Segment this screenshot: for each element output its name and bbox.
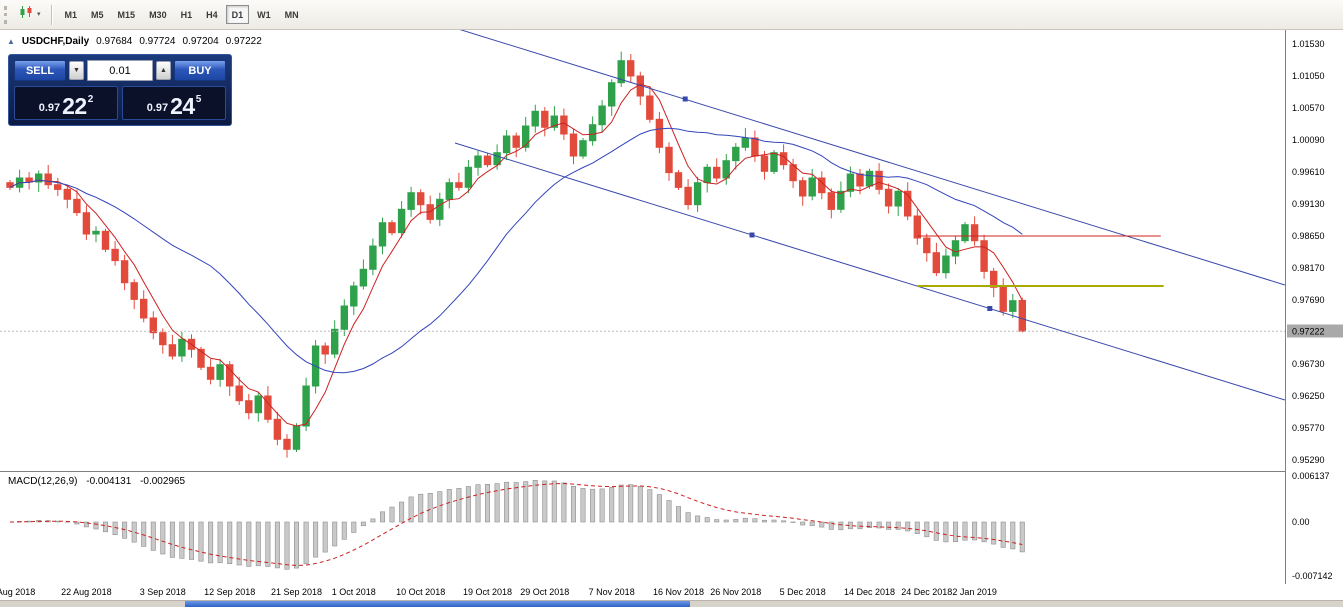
macd-signal-line: [9, 482, 1023, 566]
date-axis-label: 12 Sep 2018: [204, 587, 256, 597]
date-axis-label: 2 Jan 2019: [952, 587, 997, 597]
one-click-trading-panel: SELL ▼ ▲ BUY 0.97 22 2 0.97 24: [8, 54, 232, 126]
ma-22-line: [9, 127, 1023, 374]
volume-increase-button[interactable]: ▲: [156, 61, 171, 80]
scrollbar-thumb[interactable]: [185, 601, 690, 607]
date-axis-label: 3 Sep 2018: [139, 587, 186, 597]
price-chart-canvas[interactable]: [0, 30, 1343, 607]
timeframe-button-group: M1 M5 M15 M30 H1 H4 D1 W1 MN: [58, 5, 306, 24]
sell-button[interactable]: SELL: [14, 60, 66, 81]
toolbar: ▾ M1 M5 M15 M30 H1 H4 D1 W1 MN: [0, 0, 1343, 30]
price-axis-label: 0.96730: [1292, 359, 1325, 369]
price-axis-label: 0.99610: [1292, 167, 1325, 177]
trend-channel: [454, 30, 1285, 401]
date-axis-label: 21 Sep 2018: [270, 587, 323, 597]
timeframe-button-W1[interactable]: W1: [251, 5, 277, 24]
price-axis-label: 0.97690: [1292, 295, 1325, 305]
date-axis-label: 7 Nov 2018: [588, 587, 635, 597]
sell-price-prefix: 0.97: [38, 102, 61, 114]
macd-histogram: [17, 479, 1025, 570]
macd-axis-label: 0.00: [1292, 517, 1310, 527]
date-axis-label: 14 Dec 2018: [843, 587, 896, 597]
date-axis-label: 5 Dec 2018: [779, 587, 826, 597]
price-axis-label: 0.95290: [1292, 455, 1325, 465]
high-value: 0.97724: [139, 36, 176, 47]
price-axis-label: 0.98170: [1292, 263, 1325, 273]
buy-price-pip: 5: [195, 94, 202, 105]
timeframe-button-H1[interactable]: H1: [175, 5, 199, 24]
timeframe-button-H4[interactable]: H4: [200, 5, 224, 24]
buy-price-display[interactable]: 0.97 24 5: [122, 86, 226, 120]
chevron-down-icon: ▾: [37, 11, 41, 18]
date-axis-label: 26 Nov 2018: [710, 587, 762, 597]
horizontal-scrollbar: [0, 600, 1343, 607]
price-axis-label: 0.95770: [1292, 423, 1325, 433]
price-axis-label: 0.99130: [1292, 199, 1325, 209]
date-axis-label: 24 Dec 2018: [901, 587, 953, 597]
date-axis-label: 22 Aug 2018: [61, 587, 112, 597]
symbol-period-label: USDCHF,Daily: [21, 36, 90, 47]
toolbar-grip[interactable]: [4, 5, 10, 24]
macd-axis-label: -0.007142: [1292, 570, 1333, 581]
price-axis-label: 0.96250: [1292, 391, 1325, 401]
channel-handle: [749, 232, 755, 238]
channel-handle: [987, 306, 993, 311]
timeframe-button-MN[interactable]: MN: [279, 5, 305, 24]
date-axis-label: 19 Oct 2018: [462, 587, 513, 597]
candlestick-chart-icon: [19, 5, 34, 25]
date-axis-label: 10 Aug 2018: [0, 587, 36, 597]
macd-main-value: -0.004131: [86, 476, 132, 487]
sell-price-big: 22: [62, 93, 87, 119]
buy-price-prefix: 0.97: [146, 102, 169, 114]
price-axis-label: 1.00090: [1292, 135, 1325, 145]
candles-layer: [6, 51, 1026, 458]
timeframe-button-M30[interactable]: M30: [143, 5, 173, 24]
channel-handle: [682, 96, 688, 102]
current-price-badge: 0.97222: [1287, 324, 1343, 338]
macd-axis-label: 0.006137: [1292, 471, 1330, 481]
price-axis-label: 0.98650: [1292, 231, 1325, 241]
caret-down-icon: ▼: [73, 67, 80, 74]
low-value: 0.97204: [182, 36, 219, 47]
price-axis-label: 1.01050: [1292, 71, 1325, 81]
date-axis-label: 29 Oct 2018: [520, 587, 570, 597]
date-axis-label: 16 Nov 2018: [652, 587, 705, 597]
open-value: 0.97684: [96, 36, 133, 47]
volume-decrease-button[interactable]: ▼: [69, 61, 84, 80]
date-axis-label: 10 Oct 2018: [396, 587, 446, 597]
timeframe-button-D1[interactable]: D1: [225, 5, 250, 24]
chart-window: ▲ USDCHF,Daily 0.97684 0.97724 0.97204 0…: [0, 30, 1343, 607]
ma-5-line: [9, 83, 1023, 427]
chart-type-button[interactable]: ▾: [14, 2, 46, 28]
caret-up-icon: ▲: [160, 67, 167, 74]
volume-input[interactable]: [87, 60, 153, 81]
price-axis[interactable]: 0.97222 1.01530 1.01050 1.00570 1.00090 0.99…: [1286, 30, 1343, 583]
sell-price-pip: 2: [87, 94, 94, 105]
macd-signal-value: -0.002965: [140, 476, 186, 487]
timeframe-button-M1[interactable]: M1: [59, 5, 84, 24]
macd-name: MACD(12,26,9): [8, 476, 78, 487]
buy-price-big: 24: [170, 93, 195, 119]
price-axis-label: 1.01530: [1292, 39, 1325, 49]
one-click-collapse-icon[interactable]: ▲: [7, 37, 15, 46]
chart-ohlc-header: ▲ USDCHF,Daily 0.97684 0.97724 0.97204 0…: [7, 36, 262, 47]
date-axis-label: 1 Oct 2018: [331, 587, 376, 597]
sell-price-display[interactable]: 0.97 22 2: [14, 86, 118, 120]
timeframe-button-M15[interactable]: M15: [112, 5, 142, 24]
price-axis-label: 1.00570: [1292, 103, 1325, 113]
timeframe-button-M5[interactable]: M5: [85, 5, 110, 24]
macd-indicator-label: MACD(12,26,9) -0.004131 -0.002965: [8, 476, 185, 487]
toolbar-separator: [50, 4, 53, 25]
close-value: 0.97222: [225, 36, 262, 47]
date-axis[interactable]: 10 Aug 2018 22 Aug 2018 3 Sep 2018 12 Sep 2…: [0, 584, 1343, 600]
buy-button[interactable]: BUY: [174, 60, 226, 81]
